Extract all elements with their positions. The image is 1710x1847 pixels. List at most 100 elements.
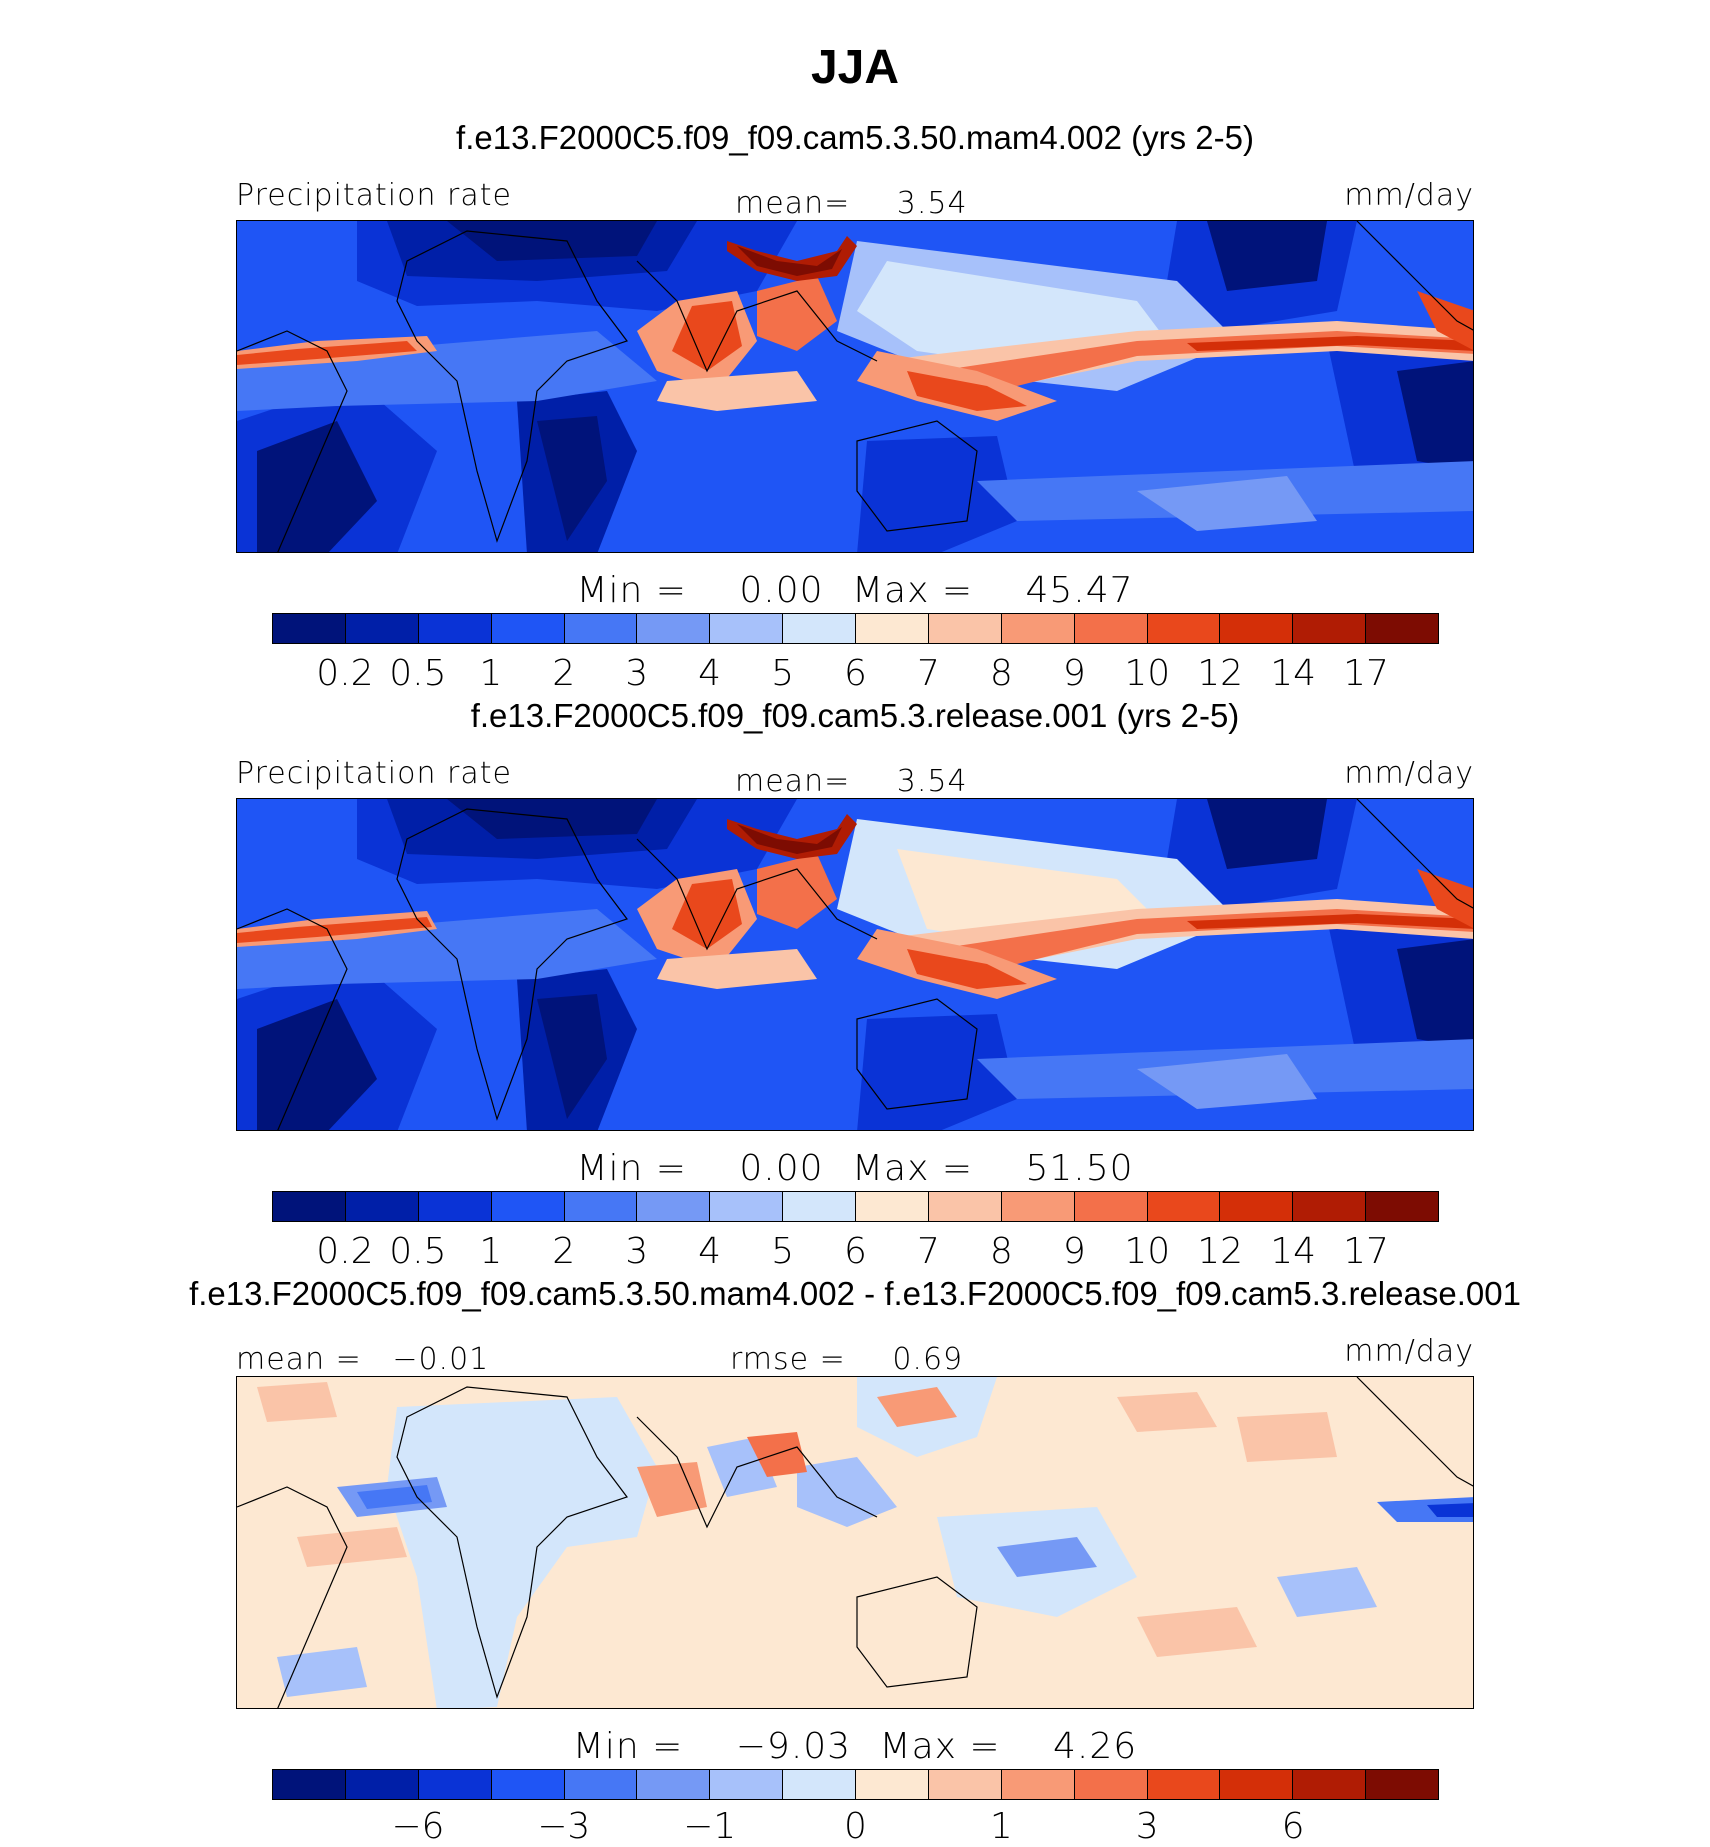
colorbar-swatch (1147, 1192, 1221, 1221)
panel-1-min-value: 0.00 (739, 570, 824, 611)
colorbar-tick-label: 3 (625, 1231, 649, 1272)
colorbar-tick-label: −3 (537, 1806, 591, 1847)
colorbar-tick-label: −6 (391, 1806, 445, 1847)
panel-3-title: f.e13.F2000C5.f09_f09.cam5.3.50.mam4.002… (189, 1275, 1521, 1312)
colorbar-tick-label: 0.2 (316, 653, 374, 694)
colorbar-swatch (710, 614, 784, 643)
panel-3-map (236, 1376, 1474, 1709)
colorbar-tick-label: 4 (698, 1231, 722, 1272)
panel-3-max-label: Max = (879, 1726, 1001, 1767)
colorbar-swatch (418, 614, 492, 643)
panel-1-mean-value: 3.54 (896, 186, 968, 221)
panel-1-max-label: Max = (852, 570, 974, 611)
colorbar-tick-label: −1 (683, 1806, 737, 1847)
colorbar-swatch (273, 614, 346, 643)
panel-2-min-label: Min = (576, 1148, 687, 1189)
colorbar-tick-label: 9 (1062, 653, 1086, 694)
colorbar-swatch (1293, 614, 1367, 643)
colorbar-tick-label: 9 (1062, 1231, 1086, 1272)
colorbar-tick-label: 6 (1281, 1806, 1305, 1847)
colorbar-swatch (1293, 1770, 1367, 1799)
panel-2-max-label: Max = (852, 1148, 974, 1189)
panel-1-units: mm/day (1344, 178, 1474, 213)
panel-2-min-value: 0.00 (739, 1148, 824, 1189)
panel-1-min-max: Min = 0.00 Max = 45.47 (0, 570, 1710, 611)
colorbar-tick-label: 0.5 (389, 653, 447, 694)
colorbar-swatch (345, 1192, 419, 1221)
colorbar-swatch (273, 1192, 346, 1221)
colorbar-swatch (710, 1192, 784, 1221)
panel-2-max-value: 51.50 (1025, 1148, 1134, 1189)
panel-2-mean-text: mean= (735, 764, 851, 799)
panel-1-map (236, 220, 1474, 553)
colorbar-tick-label: 14 (1270, 653, 1317, 694)
panel-2-variable-label: Precipitation rate (236, 756, 512, 791)
panel-3-colorbar (272, 1769, 1439, 1800)
colorbar-tick-label: 12 (1197, 1231, 1244, 1272)
colorbar-swatch (1366, 1192, 1438, 1221)
colorbar-tick-label: 5 (771, 653, 795, 694)
panel-3-min-max: Min = −9.03 Max = 4.26 (0, 1726, 1710, 1767)
colorbar-swatch (783, 1770, 856, 1799)
colorbar-tick-label: 6 (844, 1231, 867, 1272)
colorbar-swatch (564, 614, 638, 643)
colorbar-tick-label: 3 (625, 653, 649, 694)
colorbar-swatch (345, 1770, 419, 1799)
panel-2-units: mm/day (1344, 756, 1474, 791)
colorbar-swatch (491, 1192, 565, 1221)
colorbar-swatch (1001, 614, 1075, 643)
colorbar-swatch (1220, 1192, 1294, 1221)
colorbar-swatch (1366, 614, 1438, 643)
panel-3-min-value: −9.03 (735, 1726, 852, 1767)
colorbar-swatch (710, 1770, 784, 1799)
colorbar-tick-label: 0.2 (316, 1231, 374, 1272)
colorbar-swatch (564, 1770, 638, 1799)
colorbar-swatch (1147, 1770, 1221, 1799)
panel-1-map-svg (237, 221, 1473, 552)
panel-2-mean-value: 3.54 (896, 764, 968, 799)
colorbar-tick-label: 7 (916, 1231, 940, 1272)
colorbar-tick-label: 0.5 (389, 1231, 447, 1272)
colorbar-swatch (856, 614, 929, 643)
colorbar-tick-label: 2 (552, 1231, 576, 1272)
panel-1-mean-label: mean= 3.54 (735, 186, 968, 221)
colorbar-swatch (928, 614, 1002, 643)
colorbar-tick-label: 5 (771, 1231, 795, 1272)
colorbar-swatch (1220, 1770, 1294, 1799)
colorbar-tick-label: 1 (479, 1231, 503, 1272)
panel-1-min-label: Min = (576, 570, 687, 611)
colorbar-swatch (1293, 1192, 1367, 1221)
colorbar-swatch (928, 1192, 1002, 1221)
panel-3-rmse-value: 0.69 (892, 1342, 964, 1377)
colorbar-tick-label: 8 (989, 1231, 1013, 1272)
colorbar-swatch (637, 614, 711, 643)
colorbar-swatch (564, 1192, 638, 1221)
panel-1-title: f.e13.F2000C5.f09_f09.cam5.3.50.mam4.002… (456, 119, 1254, 156)
panel-3-max-value: 4.26 (1053, 1726, 1138, 1767)
panel-3-units: mm/day (1344, 1334, 1474, 1369)
colorbar-tick-label: 0 (844, 1806, 867, 1847)
colorbar-swatch (637, 1770, 711, 1799)
colorbar-swatch (783, 614, 856, 643)
colorbar-swatch (418, 1192, 492, 1221)
colorbar-tick-label: 4 (698, 653, 722, 694)
colorbar-swatch (1220, 614, 1294, 643)
panel-2-map (236, 798, 1474, 1131)
colorbar-tick-label: 12 (1197, 653, 1244, 694)
panel-3-rmse-text: rmse = (730, 1342, 846, 1377)
colorbar-tick-label: 1 (989, 1806, 1013, 1847)
panel-3-rmse-label: rmse = 0.69 (730, 1342, 963, 1377)
colorbar-tick-label: 14 (1270, 1231, 1317, 1272)
colorbar-swatch (1074, 1770, 1148, 1799)
colorbar-swatch (1001, 1192, 1075, 1221)
colorbar-swatch (1147, 614, 1221, 643)
colorbar-tick-label: 8 (989, 653, 1013, 694)
panel-1-colorbar (272, 613, 1439, 644)
colorbar-swatch (491, 614, 565, 643)
colorbar-swatch (783, 1192, 856, 1221)
colorbar-swatch (491, 1770, 565, 1799)
panel-1-variable-label: Precipitation rate (236, 178, 512, 213)
panel-3-min-label: Min = (572, 1726, 684, 1767)
colorbar-swatch (637, 1192, 711, 1221)
colorbar-swatch (273, 1770, 346, 1799)
